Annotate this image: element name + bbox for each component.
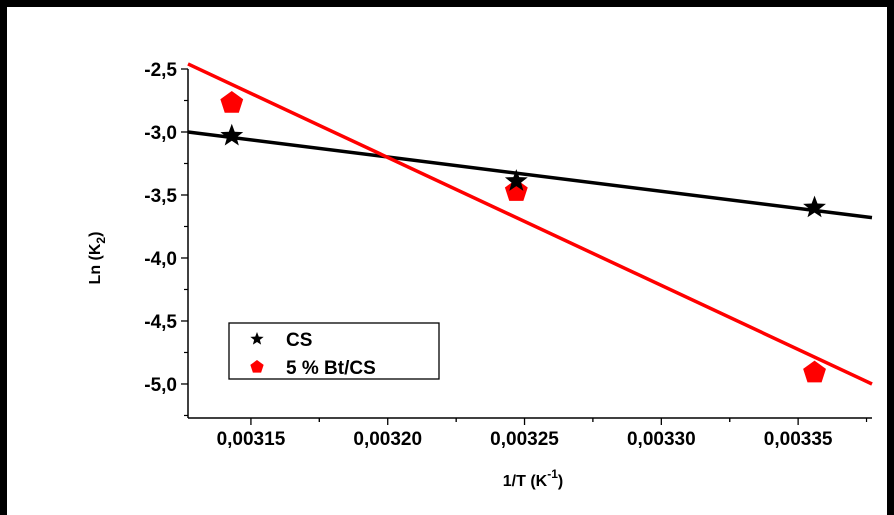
legend-marker-cs	[250, 332, 264, 345]
legend-label-bt-cs: 5 % Bt/CS	[286, 358, 376, 379]
x-tick-label: 0,00335	[764, 429, 833, 450]
x-tick-label: 0,00330	[627, 429, 696, 450]
y-tick-label: -3,0	[144, 123, 177, 144]
legend-box	[228, 322, 440, 380]
y-tick-label: -2,5	[144, 60, 177, 81]
fit-line-bt-cs	[187, 62, 873, 386]
data-point-bt-cs	[220, 91, 244, 113]
legend: CS 5 % Bt/CS	[228, 322, 440, 380]
x-tick-label: 0,00320	[353, 429, 422, 450]
fit-line-cs	[187, 130, 873, 220]
x-tick-label: 0,00315	[217, 429, 286, 450]
y-tick-label: -4,0	[144, 249, 177, 270]
y-tick-label: -3,5	[144, 186, 177, 207]
axes: -2,5 -3,0 -3,5 -4,0 -4,5 -5,0 0,00315 0,00320 0,…	[144, 60, 872, 450]
y-axis-title: Ln (K2)	[87, 232, 108, 285]
data-point-cs	[803, 195, 826, 218]
data-point-cs	[220, 123, 244, 146]
data-point-cs	[504, 169, 528, 191]
data-point-bt-cs	[504, 179, 528, 201]
legend-marker-bt-cs	[250, 360, 264, 373]
x-tick-label: 0,00325	[490, 429, 559, 450]
x-axis-title: 1/T (K-1)	[503, 467, 563, 490]
y-tick-label: -4,5	[144, 312, 177, 333]
y-tick-label: -5,0	[144, 375, 177, 396]
fit-lines	[187, 62, 873, 386]
legend-label-cs: CS	[286, 330, 312, 351]
data-points	[220, 91, 826, 383]
data-point-bt-cs	[803, 360, 826, 383]
